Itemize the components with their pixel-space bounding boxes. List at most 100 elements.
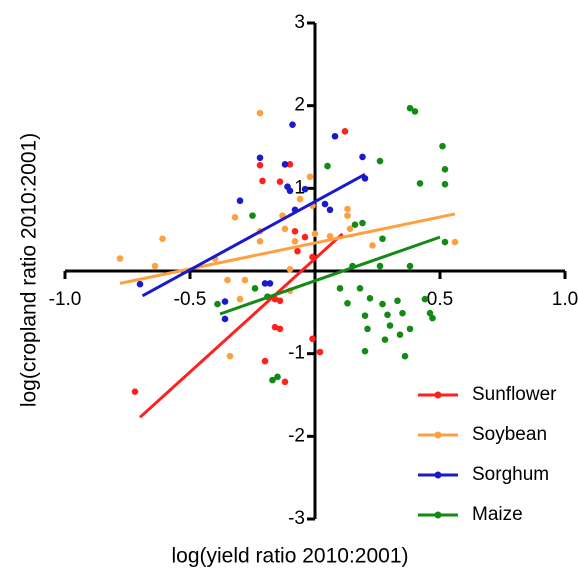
point bbox=[294, 247, 301, 255]
legend-marker bbox=[434, 471, 442, 479]
point bbox=[359, 219, 366, 227]
point bbox=[421, 295, 429, 303]
point bbox=[256, 154, 264, 162]
point bbox=[159, 235, 166, 243]
point bbox=[406, 104, 414, 112]
point bbox=[214, 300, 221, 308]
point bbox=[286, 266, 294, 273]
point bbox=[441, 238, 449, 246]
fit-line bbox=[119, 212, 456, 285]
legend-label: Soybean bbox=[472, 424, 547, 445]
point bbox=[226, 352, 234, 360]
point bbox=[236, 295, 244, 303]
point bbox=[259, 177, 266, 185]
point bbox=[361, 312, 369, 319]
point bbox=[221, 298, 229, 305]
point bbox=[369, 242, 376, 249]
point bbox=[351, 221, 359, 229]
point bbox=[276, 297, 284, 305]
point bbox=[326, 232, 334, 240]
point bbox=[251, 285, 259, 292]
point bbox=[281, 378, 289, 386]
point bbox=[359, 153, 366, 161]
legend-marker bbox=[434, 431, 442, 439]
point bbox=[284, 183, 291, 190]
point bbox=[344, 212, 351, 219]
fit-line bbox=[138, 232, 344, 419]
point bbox=[241, 276, 249, 284]
point bbox=[411, 108, 419, 115]
y-tick-label: -2 bbox=[288, 425, 305, 446]
point bbox=[296, 195, 304, 203]
point bbox=[401, 352, 409, 360]
point bbox=[306, 173, 314, 181]
point bbox=[321, 200, 329, 208]
point bbox=[341, 127, 349, 135]
point bbox=[316, 348, 324, 356]
legend-label: Maize bbox=[472, 504, 523, 525]
point bbox=[384, 311, 391, 319]
x-tick-label: -0.5 bbox=[174, 289, 207, 310]
point bbox=[379, 300, 386, 308]
point bbox=[276, 325, 284, 333]
y-axis-label: log(cropland ratio 2010:2001) bbox=[18, 133, 41, 407]
point bbox=[301, 233, 309, 241]
point bbox=[416, 180, 424, 187]
point bbox=[406, 325, 414, 333]
y-tick-label: -1 bbox=[288, 343, 305, 364]
point bbox=[386, 322, 394, 329]
point bbox=[261, 357, 269, 365]
x-tick-label: -1.0 bbox=[49, 289, 82, 310]
point bbox=[271, 323, 279, 331]
point bbox=[441, 166, 449, 173]
point bbox=[326, 206, 334, 214]
point bbox=[256, 237, 264, 245]
point bbox=[224, 276, 231, 284]
y-tick-label: -3 bbox=[288, 508, 305, 529]
point bbox=[439, 142, 446, 150]
point bbox=[231, 213, 239, 221]
fit-line bbox=[219, 235, 441, 316]
point bbox=[336, 285, 344, 292]
point bbox=[301, 185, 309, 193]
point bbox=[236, 197, 244, 205]
fit-line bbox=[141, 172, 366, 298]
point bbox=[381, 336, 389, 343]
point bbox=[151, 262, 159, 270]
point bbox=[399, 309, 406, 317]
point bbox=[379, 235, 386, 243]
point bbox=[331, 132, 339, 140]
point bbox=[274, 373, 281, 381]
point bbox=[291, 237, 299, 245]
point bbox=[376, 157, 384, 165]
y-tick-label: 1 bbox=[294, 177, 305, 198]
x-axis-label: log(yield ratio 2010:2001) bbox=[172, 545, 409, 568]
x-tick-label: 1.0 bbox=[552, 289, 578, 310]
point bbox=[281, 161, 289, 168]
point bbox=[261, 280, 269, 287]
legend-label: Sorghum bbox=[472, 464, 549, 485]
point bbox=[451, 238, 459, 246]
point bbox=[256, 109, 264, 117]
point bbox=[289, 121, 296, 128]
point bbox=[344, 205, 351, 213]
y-tick-label: 2 bbox=[294, 95, 305, 116]
point bbox=[131, 388, 139, 395]
point bbox=[276, 178, 284, 186]
point bbox=[269, 376, 276, 384]
point bbox=[266, 280, 274, 287]
point bbox=[366, 294, 374, 302]
point bbox=[426, 309, 434, 317]
point bbox=[441, 180, 449, 188]
x-tick-label: 0.5 bbox=[427, 289, 453, 310]
point bbox=[309, 335, 316, 343]
point bbox=[311, 230, 319, 238]
point bbox=[406, 262, 414, 270]
point bbox=[286, 161, 294, 168]
point bbox=[396, 331, 404, 338]
point bbox=[356, 285, 364, 292]
point bbox=[394, 297, 401, 305]
point bbox=[249, 212, 256, 219]
point bbox=[429, 314, 436, 322]
